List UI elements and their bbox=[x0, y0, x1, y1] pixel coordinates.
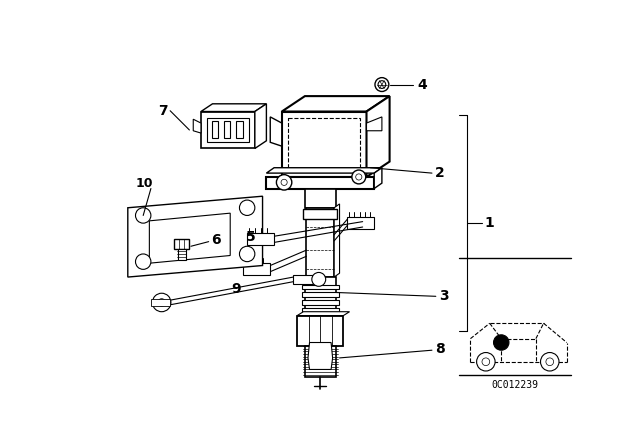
Bar bbox=[224, 121, 230, 138]
Polygon shape bbox=[178, 250, 186, 260]
Circle shape bbox=[477, 353, 495, 371]
Polygon shape bbox=[302, 300, 339, 305]
Polygon shape bbox=[305, 189, 336, 208]
Polygon shape bbox=[266, 168, 382, 173]
Polygon shape bbox=[374, 168, 382, 189]
Circle shape bbox=[276, 175, 292, 190]
Bar bbox=[236, 121, 243, 138]
Polygon shape bbox=[149, 213, 230, 263]
Polygon shape bbox=[308, 343, 333, 370]
Text: 1: 1 bbox=[485, 216, 495, 230]
Polygon shape bbox=[207, 118, 249, 142]
Text: 0C012239: 0C012239 bbox=[492, 380, 539, 390]
Polygon shape bbox=[293, 275, 312, 284]
Circle shape bbox=[482, 358, 490, 366]
Circle shape bbox=[375, 78, 389, 91]
Polygon shape bbox=[302, 285, 339, 289]
Circle shape bbox=[546, 358, 554, 366]
Circle shape bbox=[152, 293, 171, 312]
Polygon shape bbox=[302, 293, 339, 297]
Text: 3: 3 bbox=[438, 289, 448, 303]
Polygon shape bbox=[305, 346, 336, 377]
Text: 10: 10 bbox=[136, 177, 154, 190]
Polygon shape bbox=[297, 312, 349, 315]
Circle shape bbox=[378, 81, 386, 88]
Polygon shape bbox=[297, 315, 344, 346]
Polygon shape bbox=[243, 263, 270, 275]
Polygon shape bbox=[288, 118, 360, 171]
Circle shape bbox=[281, 179, 287, 185]
Circle shape bbox=[136, 208, 151, 223]
Circle shape bbox=[493, 335, 509, 350]
Polygon shape bbox=[302, 308, 339, 313]
Polygon shape bbox=[128, 196, 262, 277]
Text: 5: 5 bbox=[246, 230, 256, 244]
Text: 2: 2 bbox=[435, 166, 445, 180]
Bar bbox=[212, 121, 218, 138]
Polygon shape bbox=[270, 117, 282, 146]
Polygon shape bbox=[201, 104, 266, 112]
Polygon shape bbox=[334, 204, 340, 277]
Text: 8: 8 bbox=[435, 342, 445, 356]
Text: 7: 7 bbox=[157, 104, 167, 118]
Circle shape bbox=[356, 174, 362, 180]
Polygon shape bbox=[255, 104, 266, 148]
Polygon shape bbox=[282, 112, 367, 177]
Polygon shape bbox=[348, 217, 374, 228]
Circle shape bbox=[239, 200, 255, 215]
Circle shape bbox=[158, 299, 166, 306]
Circle shape bbox=[541, 353, 559, 371]
Polygon shape bbox=[201, 112, 255, 148]
Polygon shape bbox=[247, 233, 274, 246]
Circle shape bbox=[352, 170, 365, 184]
Polygon shape bbox=[367, 117, 382, 131]
Polygon shape bbox=[282, 96, 390, 112]
Polygon shape bbox=[266, 177, 374, 189]
Polygon shape bbox=[151, 299, 170, 306]
Polygon shape bbox=[367, 96, 390, 177]
Circle shape bbox=[312, 272, 326, 286]
Polygon shape bbox=[174, 238, 189, 250]
Circle shape bbox=[239, 246, 255, 262]
Polygon shape bbox=[303, 209, 337, 219]
Polygon shape bbox=[307, 208, 334, 277]
Text: 4: 4 bbox=[417, 78, 427, 91]
Circle shape bbox=[136, 254, 151, 269]
Text: 9: 9 bbox=[231, 282, 241, 296]
Polygon shape bbox=[193, 119, 201, 133]
Text: 6: 6 bbox=[212, 233, 221, 247]
Polygon shape bbox=[305, 277, 336, 315]
